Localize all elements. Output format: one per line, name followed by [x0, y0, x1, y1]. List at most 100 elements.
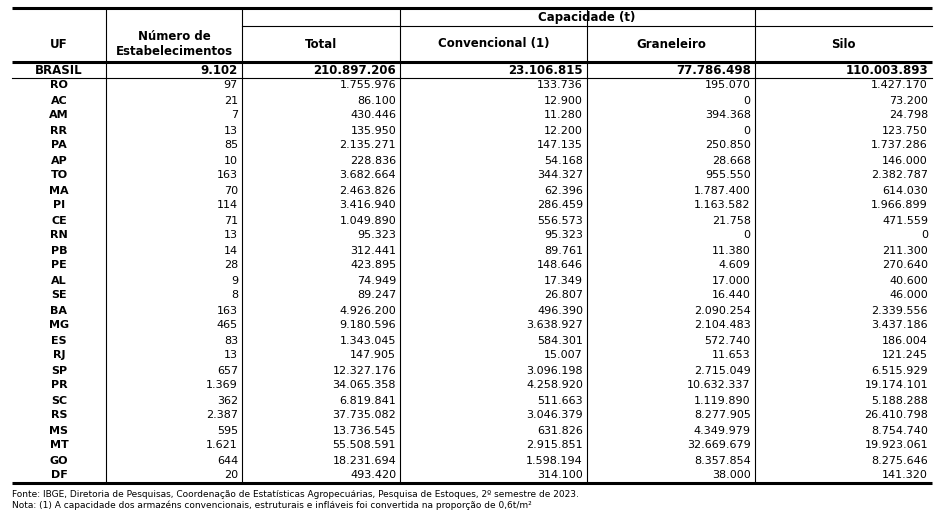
Text: 2.715.049: 2.715.049: [694, 366, 751, 375]
Text: 9: 9: [231, 276, 238, 286]
Text: 657: 657: [217, 366, 238, 375]
Text: 471.559: 471.559: [882, 216, 928, 225]
Text: 3.638.927: 3.638.927: [526, 321, 583, 331]
Text: DF: DF: [51, 471, 68, 481]
Text: 3.416.940: 3.416.940: [339, 200, 396, 210]
Text: 114: 114: [217, 200, 238, 210]
Text: 344.327: 344.327: [537, 171, 583, 181]
Text: 4.609: 4.609: [719, 261, 751, 270]
Text: 362: 362: [217, 395, 238, 405]
Text: 8.277.905: 8.277.905: [694, 411, 751, 420]
Text: 97: 97: [224, 81, 238, 91]
Text: 430.446: 430.446: [350, 110, 396, 120]
Text: 17.000: 17.000: [712, 276, 751, 286]
Text: RR: RR: [51, 126, 68, 136]
Text: PI: PI: [53, 200, 65, 210]
Text: 16.440: 16.440: [712, 290, 751, 301]
Text: 1.787.400: 1.787.400: [694, 186, 751, 196]
Text: 631.826: 631.826: [537, 426, 583, 436]
Text: 210.897.206: 210.897.206: [313, 64, 396, 76]
Text: 2.104.483: 2.104.483: [694, 321, 751, 331]
Text: 1.737.286: 1.737.286: [871, 140, 928, 151]
Text: 3.437.186: 3.437.186: [871, 321, 928, 331]
Text: 2.463.826: 2.463.826: [339, 186, 396, 196]
Text: BRASIL: BRASIL: [35, 64, 83, 76]
Text: Total: Total: [305, 38, 337, 50]
Text: 0: 0: [744, 95, 751, 105]
Text: 8: 8: [231, 290, 238, 301]
Text: 19.174.101: 19.174.101: [865, 381, 928, 391]
Text: 270.640: 270.640: [882, 261, 928, 270]
Text: 74.949: 74.949: [357, 276, 396, 286]
Text: 286.459: 286.459: [537, 200, 583, 210]
Text: 73.200: 73.200: [889, 95, 928, 105]
Text: MS: MS: [50, 426, 69, 436]
Text: 110.003.893: 110.003.893: [845, 64, 928, 76]
Text: 163: 163: [217, 171, 238, 181]
Text: TO: TO: [51, 171, 68, 181]
Text: 123.750: 123.750: [882, 126, 928, 136]
Text: 584.301: 584.301: [537, 335, 583, 346]
Text: 55.508.591: 55.508.591: [333, 440, 396, 450]
Text: 85: 85: [224, 140, 238, 151]
Text: 95.323: 95.323: [544, 231, 583, 241]
Text: AP: AP: [51, 155, 68, 165]
Text: MG: MG: [49, 321, 69, 331]
Text: Graneleiro: Graneleiro: [636, 38, 706, 50]
Text: 17.349: 17.349: [544, 276, 583, 286]
Text: 146.000: 146.000: [883, 155, 928, 165]
Text: 0: 0: [921, 231, 928, 241]
Text: 228.836: 228.836: [350, 155, 396, 165]
Text: RO: RO: [50, 81, 68, 91]
Text: Convencional (1): Convencional (1): [438, 38, 549, 50]
Text: 1.598.194: 1.598.194: [526, 455, 583, 465]
Text: 40.600: 40.600: [889, 276, 928, 286]
Text: 11.380: 11.380: [712, 245, 751, 255]
Text: 147.135: 147.135: [537, 140, 583, 151]
Text: 1.049.890: 1.049.890: [339, 216, 396, 225]
Text: 28.668: 28.668: [712, 155, 751, 165]
Text: 493.420: 493.420: [350, 471, 396, 481]
Text: 312.441: 312.441: [350, 245, 396, 255]
Text: PR: PR: [51, 381, 68, 391]
Text: 572.740: 572.740: [705, 335, 751, 346]
Text: 1.966.899: 1.966.899: [871, 200, 928, 210]
Text: 250.850: 250.850: [705, 140, 751, 151]
Text: 4.926.200: 4.926.200: [339, 305, 396, 315]
Text: 465: 465: [217, 321, 238, 331]
Text: 148.646: 148.646: [537, 261, 583, 270]
Text: 195.070: 195.070: [705, 81, 751, 91]
Text: MT: MT: [50, 440, 69, 450]
Text: 26.807: 26.807: [544, 290, 583, 301]
Text: 34.065.358: 34.065.358: [333, 381, 396, 391]
Text: UF: UF: [50, 38, 68, 50]
Text: 38.000: 38.000: [712, 471, 751, 481]
Text: RS: RS: [51, 411, 67, 420]
Text: 4.349.979: 4.349.979: [694, 426, 751, 436]
Text: 644: 644: [217, 455, 238, 465]
Text: Nota: (1) A capacidade dos armazéns convencionais, estruturais e infláveis foi c: Nota: (1) A capacidade dos armazéns conv…: [12, 500, 532, 509]
Text: RN: RN: [50, 231, 68, 241]
Text: 13: 13: [224, 231, 238, 241]
Text: MA: MA: [49, 186, 69, 196]
Text: 141.320: 141.320: [882, 471, 928, 481]
Text: 394.368: 394.368: [705, 110, 751, 120]
Text: PA: PA: [51, 140, 67, 151]
Text: 556.573: 556.573: [538, 216, 583, 225]
Text: BA: BA: [51, 305, 68, 315]
Text: 133.736: 133.736: [538, 81, 583, 91]
Text: 1.343.045: 1.343.045: [339, 335, 396, 346]
Text: 595: 595: [217, 426, 238, 436]
Text: PB: PB: [51, 245, 67, 255]
Text: 0: 0: [744, 126, 751, 136]
Text: 955.550: 955.550: [705, 171, 751, 181]
Text: Número de
Estabelecimentos: Número de Estabelecimentos: [116, 30, 232, 58]
Text: 28: 28: [224, 261, 238, 270]
Text: 1.427.170: 1.427.170: [871, 81, 928, 91]
Text: 89.247: 89.247: [357, 290, 396, 301]
Text: 496.390: 496.390: [537, 305, 583, 315]
Text: 12.327.176: 12.327.176: [333, 366, 396, 375]
Text: 2.387: 2.387: [206, 411, 238, 420]
Text: 2.382.787: 2.382.787: [871, 171, 928, 181]
Text: 423.895: 423.895: [350, 261, 396, 270]
